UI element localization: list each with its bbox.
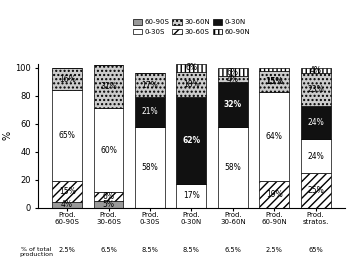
Text: 17%: 17% [142,81,158,90]
Text: 6.5%: 6.5% [224,247,241,253]
Text: 64%: 64% [266,132,283,141]
Text: 17%: 17% [183,191,200,200]
Bar [52,181,82,202]
Text: 6%: 6% [103,192,114,201]
Bar [135,127,165,208]
Y-axis label: %: % [2,131,12,140]
Text: 19%: 19% [266,190,283,199]
Bar [301,106,331,139]
Text: 65%: 65% [59,131,76,140]
Bar [94,192,124,201]
Text: 6.5%: 6.5% [100,247,117,253]
Text: 8.5%: 8.5% [142,247,158,253]
Bar [301,68,331,73]
Text: 62%: 62% [182,136,200,145]
Text: 8.5%: 8.5% [183,247,200,253]
Text: 24%: 24% [307,152,324,160]
Bar [259,181,289,208]
Bar [259,71,289,92]
Text: 16%: 16% [59,75,76,84]
Bar [94,65,124,109]
Bar [52,202,82,208]
Bar [218,127,248,208]
Text: 18%: 18% [183,80,200,89]
Text: 2.5%: 2.5% [266,247,283,253]
Text: 15%: 15% [59,187,76,196]
Bar [176,97,206,184]
Bar [218,82,248,127]
Text: 32%: 32% [224,100,242,109]
Text: 15%: 15% [265,77,283,86]
Bar [301,173,331,208]
Bar [52,90,82,181]
Bar [301,139,331,173]
Text: 5%: 5% [103,200,114,209]
Text: 21%: 21% [142,107,158,116]
Bar [176,64,206,72]
Text: 60%: 60% [100,146,117,155]
Bar [94,201,124,208]
Text: 4%: 4% [227,75,239,84]
Bar [259,92,289,181]
Text: 6%: 6% [227,68,239,77]
Bar [218,76,248,82]
Bar [259,68,289,71]
Text: 58%: 58% [224,163,241,172]
Text: 6%: 6% [185,63,197,72]
Text: 24%: 24% [307,118,324,127]
Text: 4%: 4% [61,201,73,209]
Bar [135,73,165,97]
Bar [94,109,124,192]
Text: 58%: 58% [142,163,158,172]
Text: % of total
production: % of total production [19,247,54,257]
Bar [218,68,248,76]
Legend: 60-90S, 0-30S, 30-60N, 30-60S, 0-30N, 60-90N: 60-90S, 0-30S, 30-60N, 30-60S, 0-30N, 60… [130,17,252,37]
Bar [176,72,206,97]
Bar [301,73,331,106]
Bar [176,184,206,208]
Text: 23%: 23% [307,85,324,94]
Bar [135,97,165,127]
Text: 25%: 25% [307,186,324,195]
Text: 2.5%: 2.5% [59,247,76,253]
Text: 65%: 65% [308,247,323,253]
Text: 31%: 31% [100,82,117,91]
Bar [52,68,82,90]
Text: 4%: 4% [310,66,322,75]
